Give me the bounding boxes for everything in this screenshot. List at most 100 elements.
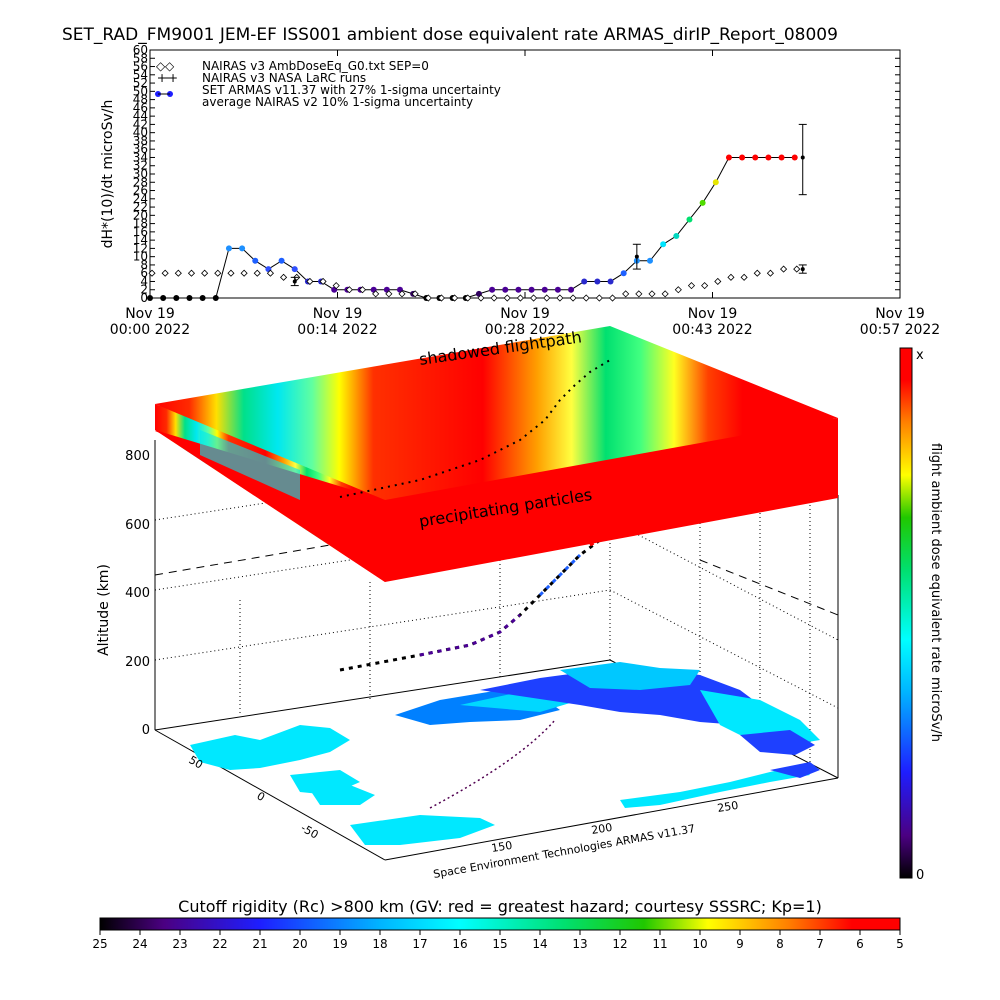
latitude-tick: 50	[187, 753, 206, 771]
nairas-diamond-point	[148, 269, 156, 277]
colorbar-tick-label: 14	[532, 937, 547, 951]
colorbar-tick-label: 19	[332, 937, 347, 951]
colorbar-tick-label: 8	[776, 937, 784, 951]
x-tick-label-time: 00:00 2022	[110, 322, 190, 338]
armas-point	[554, 286, 561, 293]
armas-point	[778, 154, 785, 161]
armas-point	[699, 199, 706, 206]
nairas-diamond-point	[214, 269, 222, 277]
legend-text-nairas-v3: NAIRAS v3 AmbDoseEq_G0.txt SEP=0	[202, 59, 429, 73]
colorbar-tick-label: 9	[736, 937, 744, 951]
y-tick-label: 22	[133, 200, 148, 214]
longitude-axis: 150 200 250	[490, 799, 739, 855]
nairas-diamond-point	[306, 277, 314, 286]
x-tick-label-time: 00:57 2022	[860, 322, 940, 338]
colorbar-tick-label: 23	[172, 937, 187, 951]
armas-point	[291, 266, 298, 273]
bottom-colorbar-title: Cutoff rigidity (Rc) >800 km (GV: red = …	[178, 897, 822, 916]
longitude-tick: 200	[590, 821, 613, 837]
svg-text:◇: ◇	[165, 59, 175, 73]
armas-point	[620, 270, 627, 277]
nairas-diamond-point	[569, 294, 577, 302]
armas-point	[489, 286, 496, 293]
nairas-diamond-point	[424, 294, 432, 302]
bottom-colorbar: Cutoff rigidity (Rc) >800 km (GV: red = …	[92, 897, 903, 951]
slab-layer	[155, 326, 838, 500]
svg-text:+: +	[168, 71, 178, 85]
armas-point	[252, 257, 259, 264]
y-tick-label: 58	[133, 51, 148, 65]
nairas-diamond-point	[635, 290, 643, 298]
nairas-diamond-point	[687, 282, 696, 290]
x-tick-label-date: Nov 19	[125, 306, 175, 322]
armas-point	[199, 295, 206, 301]
armas-point	[712, 179, 719, 186]
x-tick-label-time: 00:14 2022	[297, 322, 377, 338]
longitude-tick: 250	[716, 799, 739, 815]
altitude-axis-label: Altitude (km)	[96, 564, 112, 656]
altitude-tick: 600	[125, 518, 150, 533]
y-tick-label: 26	[133, 184, 148, 198]
armas-point	[239, 245, 246, 252]
right-colorbar-label: flight ambient dose equivalent rate micr…	[928, 443, 943, 742]
x-tick-label-date: Nov 19	[688, 306, 738, 322]
armas-point	[502, 286, 509, 293]
legend-item-diamond: ◇ ◇ NAIRAS v3 AmbDoseEq_G0.txt SEP=0	[156, 59, 429, 73]
altitude-tick: 400	[125, 586, 150, 601]
shadowed-flightpath	[339, 359, 611, 498]
armas-point	[568, 286, 575, 293]
nairas-diamond-point	[622, 290, 630, 298]
nairas-diamond-point	[332, 282, 340, 290]
y-tick-label: 0	[140, 291, 148, 305]
y-tick-label: 6	[140, 266, 148, 280]
y-tick-label: 4	[140, 274, 148, 288]
y-tick-label: 12	[133, 241, 148, 255]
nairas-diamond-point	[503, 294, 511, 302]
top-legend: ◇ ◇ NAIRAS v3 AmbDoseEq_G0.txt SEP=0 + +…	[155, 59, 501, 109]
y-tick-label: 42	[133, 117, 148, 131]
nairas-diamond-point	[187, 269, 196, 277]
y-tick-label: 30	[133, 167, 148, 181]
top-y-axis-label: dH*(10)/dt microSv/h	[100, 100, 116, 249]
legend-item-armas: SET ARMAS v11.37 with 27% 1-sigma uncert…	[155, 83, 501, 97]
y-tick-label: 50	[133, 84, 148, 98]
legend-text-nairas-v2: average NAIRAS v2 10% 1-sigma uncertaint…	[202, 95, 473, 109]
x-tick-label-date: Nov 19	[875, 306, 925, 322]
y-tick-label: 48	[133, 93, 148, 107]
legend-item-nairas-v2: average NAIRAS v2 10% 1-sigma uncertaint…	[202, 95, 473, 109]
right-colorbar-max: x	[916, 348, 924, 363]
altitude-axis: 0 200 400 600 800 Altitude (km)	[96, 449, 150, 738]
nairas-diamond-point	[398, 290, 406, 298]
colorbar-tick-label: 11	[652, 937, 667, 951]
armas-point	[173, 295, 180, 301]
nairas-diamond-point	[740, 273, 748, 281]
y-tick-label: 46	[133, 101, 148, 115]
nairas-diamond-point	[516, 294, 524, 302]
colorbar-tick-label: 6	[856, 937, 864, 951]
y-tick-label: 40	[133, 126, 148, 140]
colorbar-tick-label: 21	[252, 937, 267, 951]
y-tick-label: 20	[133, 208, 148, 222]
colorbar-tick-label: 12	[612, 937, 627, 951]
armas-point	[791, 154, 798, 161]
ground-track	[429, 719, 556, 809]
colorbar-tick-label: 7	[816, 937, 824, 951]
armas-point	[765, 154, 772, 161]
nairas-diamond-point	[451, 294, 459, 302]
y-tick-label: 54	[133, 68, 148, 82]
3d-grid-lines	[154, 449, 839, 765]
nairas-diamond-point	[266, 269, 274, 277]
error-bar-center	[292, 279, 297, 284]
latitude-tick: 0	[255, 789, 268, 804]
nairas-diamond-point	[793, 265, 801, 273]
y-tick-label: 10	[133, 250, 148, 264]
y-tick-label: 44	[133, 109, 148, 123]
chart-title: SET_RAD_FM9001 JEM-EF ISS001 ambient dos…	[62, 25, 838, 45]
nairas-diamond-point	[240, 269, 248, 277]
armas-point	[541, 286, 548, 293]
longitude-tick: 150	[490, 839, 513, 855]
armas-point	[581, 278, 588, 285]
colorbar-tick-label: 13	[572, 937, 587, 951]
nairas-diamond-point	[411, 290, 419, 298]
